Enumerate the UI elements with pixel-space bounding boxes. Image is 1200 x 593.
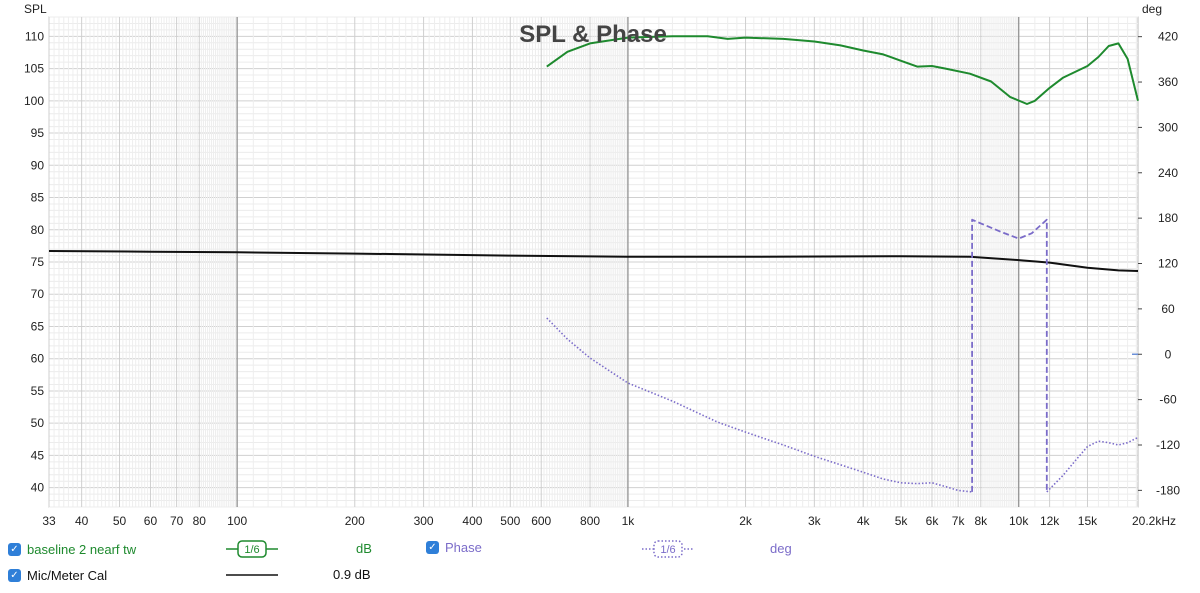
mic-offset: 0.9 dB [333, 567, 371, 582]
y-left-tick-label: 40 [31, 481, 45, 495]
baseline-legend-label[interactable]: baseline 2 nearf tw [27, 541, 137, 557]
y-left-tick-label: 70 [31, 287, 45, 301]
y-left-tick-label: 105 [24, 62, 44, 76]
baseline-smoothing-badge[interactable]: 1/6 [226, 539, 278, 559]
x-tick-label: 7k [952, 514, 966, 528]
y-left-tick-label: 85 [31, 191, 45, 205]
series-baseline-2-nearf-tw-line [546, 35, 1139, 105]
x-tick-label: 8k [974, 514, 988, 528]
baseline-checkbox[interactable]: ✓ [8, 542, 21, 556]
x-tick-label: 15k [1078, 514, 1098, 528]
mic-checkbox[interactable]: ✓ [8, 568, 21, 582]
x-tick-label: 200 [345, 514, 365, 528]
phase-legend-label[interactable]: Phase [445, 540, 482, 555]
series-phase-wrapped-line [971, 218, 1048, 492]
mic-legend-label[interactable]: Mic/Meter Cal [27, 567, 108, 583]
phase-smoothing-badge[interactable]: 1/6 [642, 539, 694, 559]
x-tick-label: 2k [739, 514, 753, 528]
phase-unit: deg [770, 541, 792, 556]
grid [48, 16, 1139, 508]
y-right-tick-label: 0 [1165, 347, 1172, 361]
y-left-tick-label: 90 [31, 158, 45, 172]
x-tick-label: 50 [113, 514, 127, 528]
x-tick-label: 12k [1040, 514, 1060, 528]
x-tick-label: 40 [75, 514, 89, 528]
x-tick-label: 600 [531, 514, 551, 528]
x-tick-label: 800 [580, 514, 600, 528]
x-tick-label: 500 [500, 514, 520, 528]
y-left-tick-label: 75 [31, 255, 45, 269]
x-tick-label: 80 [193, 514, 207, 528]
y-left-tick-label: 55 [31, 384, 45, 398]
x-tick-label: 1k [622, 514, 636, 528]
phase-checkbox[interactable]: ✓ [426, 541, 439, 554]
x-tick-label: 6k [926, 514, 940, 528]
y-right-tick-label: 120 [1158, 257, 1178, 271]
y-right-tick-label: -120 [1156, 438, 1180, 452]
y-left-tick-label: 100 [24, 94, 44, 108]
x-tick-label: 100 [227, 514, 247, 528]
left-axis-label: SPL [24, 2, 47, 16]
baseline-unit: dB [356, 541, 372, 556]
x-tick-label: 10k [1009, 514, 1029, 528]
y-right-tick-label: 360 [1158, 75, 1178, 89]
mic-line-swatch[interactable] [226, 565, 278, 585]
series-phase-line [546, 317, 973, 493]
y-right-tick-label: 300 [1158, 120, 1178, 134]
y-left-tick-label: 80 [31, 223, 45, 237]
legend-row-mic: ✓ Mic/Meter Cal [8, 566, 308, 584]
y-left-tick-label: 60 [31, 352, 45, 366]
x-tick-label: 70 [170, 514, 184, 528]
y-right-tick-label: 60 [1161, 302, 1175, 316]
x-tick-label: 5k [895, 514, 909, 528]
legend-row-baseline: ✓ baseline 2 nearf tw [8, 540, 1198, 558]
baseline-smoothing-text: 1/6 [244, 544, 259, 556]
legend-phase: ✓ Phase [426, 540, 482, 555]
x-tick-label: 4k [857, 514, 871, 528]
y-left-tick-label: 50 [31, 416, 45, 430]
x-tick-label: 20.2kHz [1132, 514, 1176, 528]
axes: 40 45 50 55 60 65 70 75 80 85 90 95 100 105 110 -180 -12… [24, 29, 1180, 528]
series-mic-meter-cal-line [48, 250, 1139, 272]
y-right-tick-label: -180 [1156, 483, 1180, 497]
y-right-tick-label: 240 [1158, 166, 1178, 180]
y-right-tick-label: 180 [1158, 211, 1178, 225]
y-left-tick-label: 65 [31, 319, 45, 333]
phase-smoothing-text: 1/6 [660, 544, 675, 556]
chart-title: SPL & Phase [519, 21, 667, 48]
x-tick-label: 300 [414, 514, 434, 528]
x-tick-label: 33 [42, 514, 56, 528]
y-left-tick-label: 95 [31, 126, 45, 140]
x-tick-label: 400 [462, 514, 482, 528]
y-right-tick-label: -60 [1159, 393, 1177, 407]
y-right-tick-label: 420 [1158, 30, 1178, 44]
right-axis-label: deg [1142, 2, 1162, 16]
x-tick-label: 3k [808, 514, 822, 528]
x-tick-label: 60 [144, 514, 158, 528]
series-layer [48, 35, 1139, 493]
y-left-tick-label: 110 [25, 29, 44, 43]
y-left-tick-label: 45 [31, 448, 45, 462]
